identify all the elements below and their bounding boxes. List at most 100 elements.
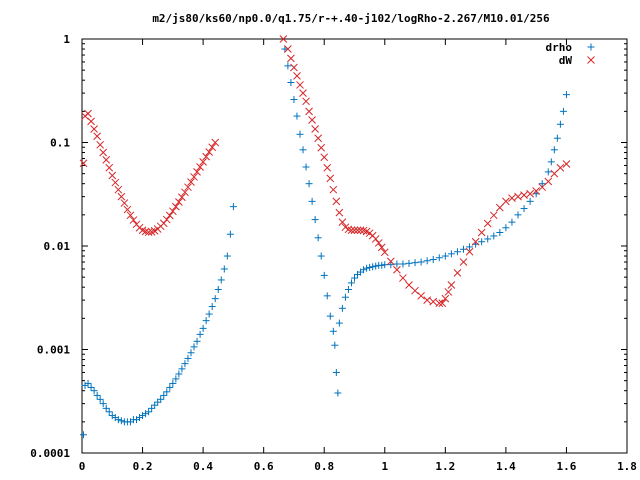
data-point xyxy=(484,235,492,243)
data-point xyxy=(320,153,329,162)
data-point xyxy=(145,408,153,416)
data-point xyxy=(490,232,498,240)
data-point xyxy=(423,296,432,304)
data-point xyxy=(299,89,307,97)
data-point xyxy=(311,216,319,224)
data-point xyxy=(372,262,380,270)
data-point xyxy=(550,146,558,154)
data-point xyxy=(317,143,326,152)
data-point xyxy=(553,134,561,142)
data-point xyxy=(514,192,522,201)
data-point xyxy=(393,260,401,268)
data-point xyxy=(329,327,337,335)
series-group xyxy=(79,35,571,439)
data-point xyxy=(466,243,474,251)
data-point xyxy=(495,203,504,212)
data-point xyxy=(84,109,92,118)
x-tick-label: 1.4 xyxy=(496,460,516,473)
data-point xyxy=(520,191,528,199)
data-point xyxy=(429,297,438,306)
data-point xyxy=(178,365,186,373)
data-point xyxy=(417,258,425,266)
x-tick-label: 0 xyxy=(79,460,86,473)
data-point xyxy=(293,72,301,80)
data-point xyxy=(190,343,198,351)
data-point xyxy=(335,319,343,327)
data-point xyxy=(114,416,122,424)
data-point xyxy=(338,218,347,227)
data-point xyxy=(526,197,534,205)
data-point xyxy=(363,264,371,272)
data-point xyxy=(226,230,234,238)
data-point xyxy=(168,207,177,216)
data-point xyxy=(99,148,108,157)
data-point xyxy=(538,183,547,192)
data-point xyxy=(184,183,192,192)
data-point xyxy=(102,404,110,412)
data-point xyxy=(181,188,189,197)
data-point xyxy=(411,286,419,295)
data-point xyxy=(84,379,92,387)
data-point xyxy=(508,194,516,202)
data-point xyxy=(338,304,346,312)
data-point xyxy=(102,155,111,164)
data-point xyxy=(323,163,332,172)
data-point xyxy=(332,197,341,206)
data-point xyxy=(196,330,204,338)
x-tick-label: 0.2 xyxy=(133,460,153,473)
data-point xyxy=(477,228,486,237)
data-point xyxy=(117,192,126,201)
data-point xyxy=(184,354,192,362)
data-point xyxy=(556,163,565,172)
data-point xyxy=(199,158,207,166)
data-point xyxy=(423,257,431,265)
data-point xyxy=(447,250,455,258)
data-point xyxy=(141,227,150,236)
data-point xyxy=(323,292,331,300)
data-point xyxy=(393,265,401,274)
data-point xyxy=(550,169,559,178)
data-point xyxy=(129,216,138,224)
data-point xyxy=(105,408,113,416)
data-point xyxy=(193,337,201,345)
data-point xyxy=(441,252,449,260)
x-tick-label: 0.6 xyxy=(254,460,274,473)
data-point xyxy=(405,281,413,289)
data-point xyxy=(165,211,174,220)
data-point xyxy=(217,276,225,284)
data-point xyxy=(96,140,105,149)
data-point xyxy=(351,274,358,282)
data-point xyxy=(205,310,213,318)
data-point xyxy=(369,263,377,271)
data-point xyxy=(302,163,310,171)
data-point xyxy=(202,152,210,161)
data-point xyxy=(502,197,510,206)
data-point xyxy=(334,389,342,397)
data-point xyxy=(544,177,553,186)
data-point xyxy=(169,379,177,387)
data-point xyxy=(187,349,195,357)
axes: 0 0.2 0.4 0.6 0.8 1 1.2 1.4 1.6 1.8 0.0001 0.001 0.0… xyxy=(30,33,637,473)
data-point xyxy=(290,96,298,104)
y-tick-label: 1 xyxy=(63,33,70,46)
data-point xyxy=(429,256,437,264)
data-point xyxy=(187,178,195,186)
data-point xyxy=(305,107,313,116)
data-point xyxy=(405,259,413,267)
data-point xyxy=(526,189,534,198)
data-point xyxy=(547,158,555,166)
data-point xyxy=(314,134,323,143)
data-point xyxy=(284,62,292,70)
y-tick-label: 0.001 xyxy=(37,344,70,357)
data-point xyxy=(387,261,395,269)
data-point xyxy=(380,248,389,257)
data-point xyxy=(293,112,301,120)
data-point xyxy=(326,312,334,320)
data-point xyxy=(308,116,316,124)
data-point xyxy=(190,173,198,181)
data-point xyxy=(211,295,219,303)
x-tick-label: 1 xyxy=(381,460,388,473)
data-point xyxy=(347,279,355,287)
data-point xyxy=(347,226,356,235)
